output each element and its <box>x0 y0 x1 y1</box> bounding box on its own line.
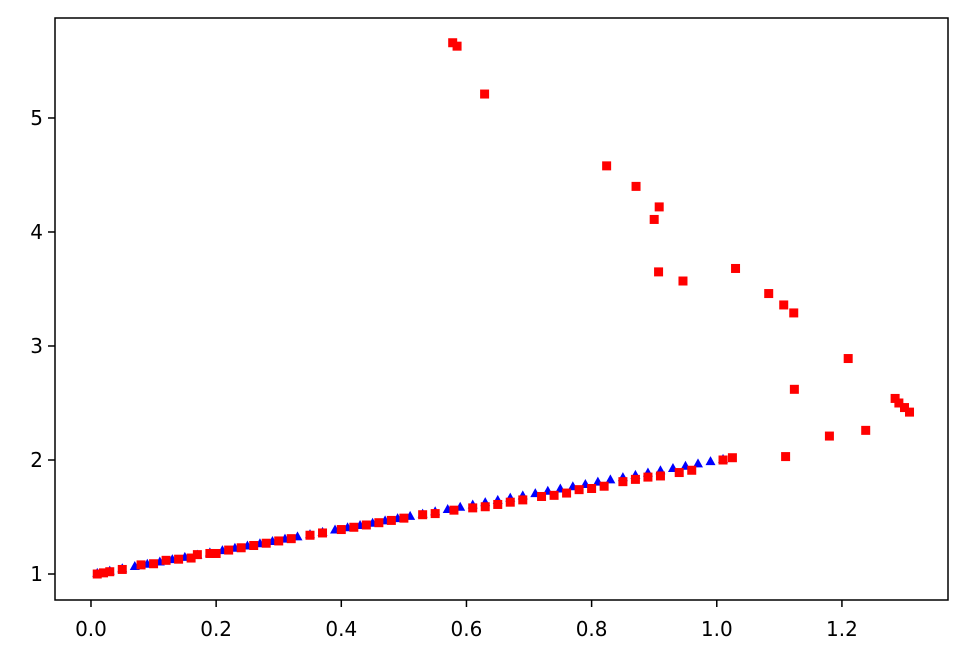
point <box>349 522 359 532</box>
point <box>643 472 653 482</box>
point <box>161 555 171 565</box>
point <box>602 161 612 171</box>
point <box>890 393 900 403</box>
point <box>549 490 559 500</box>
point <box>274 536 284 546</box>
point <box>493 499 503 509</box>
point <box>674 468 684 478</box>
point <box>718 455 728 465</box>
point <box>399 513 409 523</box>
point <box>649 214 659 224</box>
point <box>449 505 459 515</box>
y-tick-label: 1 <box>30 562 43 586</box>
point <box>361 520 371 530</box>
point <box>261 538 271 548</box>
point <box>824 431 834 441</box>
point <box>105 567 115 577</box>
point <box>418 510 428 520</box>
point <box>655 471 665 481</box>
point <box>654 202 664 212</box>
point <box>705 456 716 466</box>
point <box>92 569 102 579</box>
point <box>286 534 296 544</box>
point <box>468 503 478 513</box>
y-tick-label: 5 <box>30 106 43 130</box>
point <box>599 481 609 491</box>
point <box>149 559 159 569</box>
point <box>905 407 915 417</box>
point <box>224 545 234 555</box>
point <box>318 528 328 538</box>
point <box>386 515 396 525</box>
point <box>174 554 184 564</box>
point <box>781 452 791 462</box>
point <box>654 267 664 277</box>
point <box>205 548 215 558</box>
point <box>789 308 799 318</box>
point <box>630 474 640 484</box>
plot-frame <box>54 17 949 601</box>
point <box>861 425 871 435</box>
point <box>452 41 462 51</box>
point <box>687 465 697 475</box>
point <box>186 553 196 563</box>
point <box>249 541 259 551</box>
x-tick-label: 1.2 <box>826 617 858 641</box>
point <box>98 568 108 578</box>
point <box>631 181 641 191</box>
point <box>727 453 737 463</box>
point <box>505 497 515 507</box>
point <box>136 560 146 570</box>
point <box>336 525 346 535</box>
point <box>779 300 789 310</box>
x-tick-label: 0.0 <box>75 617 107 641</box>
y-tick-label: 3 <box>30 334 43 358</box>
point <box>211 548 221 558</box>
point <box>574 485 584 495</box>
point <box>430 509 440 519</box>
point <box>236 543 246 553</box>
point <box>900 403 910 413</box>
point <box>618 477 628 487</box>
point <box>192 550 202 560</box>
point <box>894 398 904 408</box>
x-tick-label: 0.2 <box>200 617 232 641</box>
point <box>305 530 315 540</box>
point <box>843 354 853 364</box>
x-tick-label: 0.6 <box>451 617 483 641</box>
point <box>518 495 528 505</box>
point <box>731 263 741 273</box>
point <box>587 484 597 494</box>
point <box>480 89 490 99</box>
point <box>562 488 572 498</box>
point <box>374 518 384 528</box>
y-tick-label: 4 <box>30 220 43 244</box>
point <box>789 384 799 394</box>
point <box>537 491 547 501</box>
point <box>117 564 127 574</box>
x-tick-label: 1.0 <box>701 617 733 641</box>
x-tick-label: 0.8 <box>576 617 608 641</box>
point <box>480 502 490 512</box>
x-tick-label: 0.4 <box>325 617 357 641</box>
point <box>692 458 703 468</box>
y-tick-label: 2 <box>30 448 43 472</box>
point <box>678 276 688 286</box>
point <box>764 289 774 299</box>
point <box>605 474 616 484</box>
